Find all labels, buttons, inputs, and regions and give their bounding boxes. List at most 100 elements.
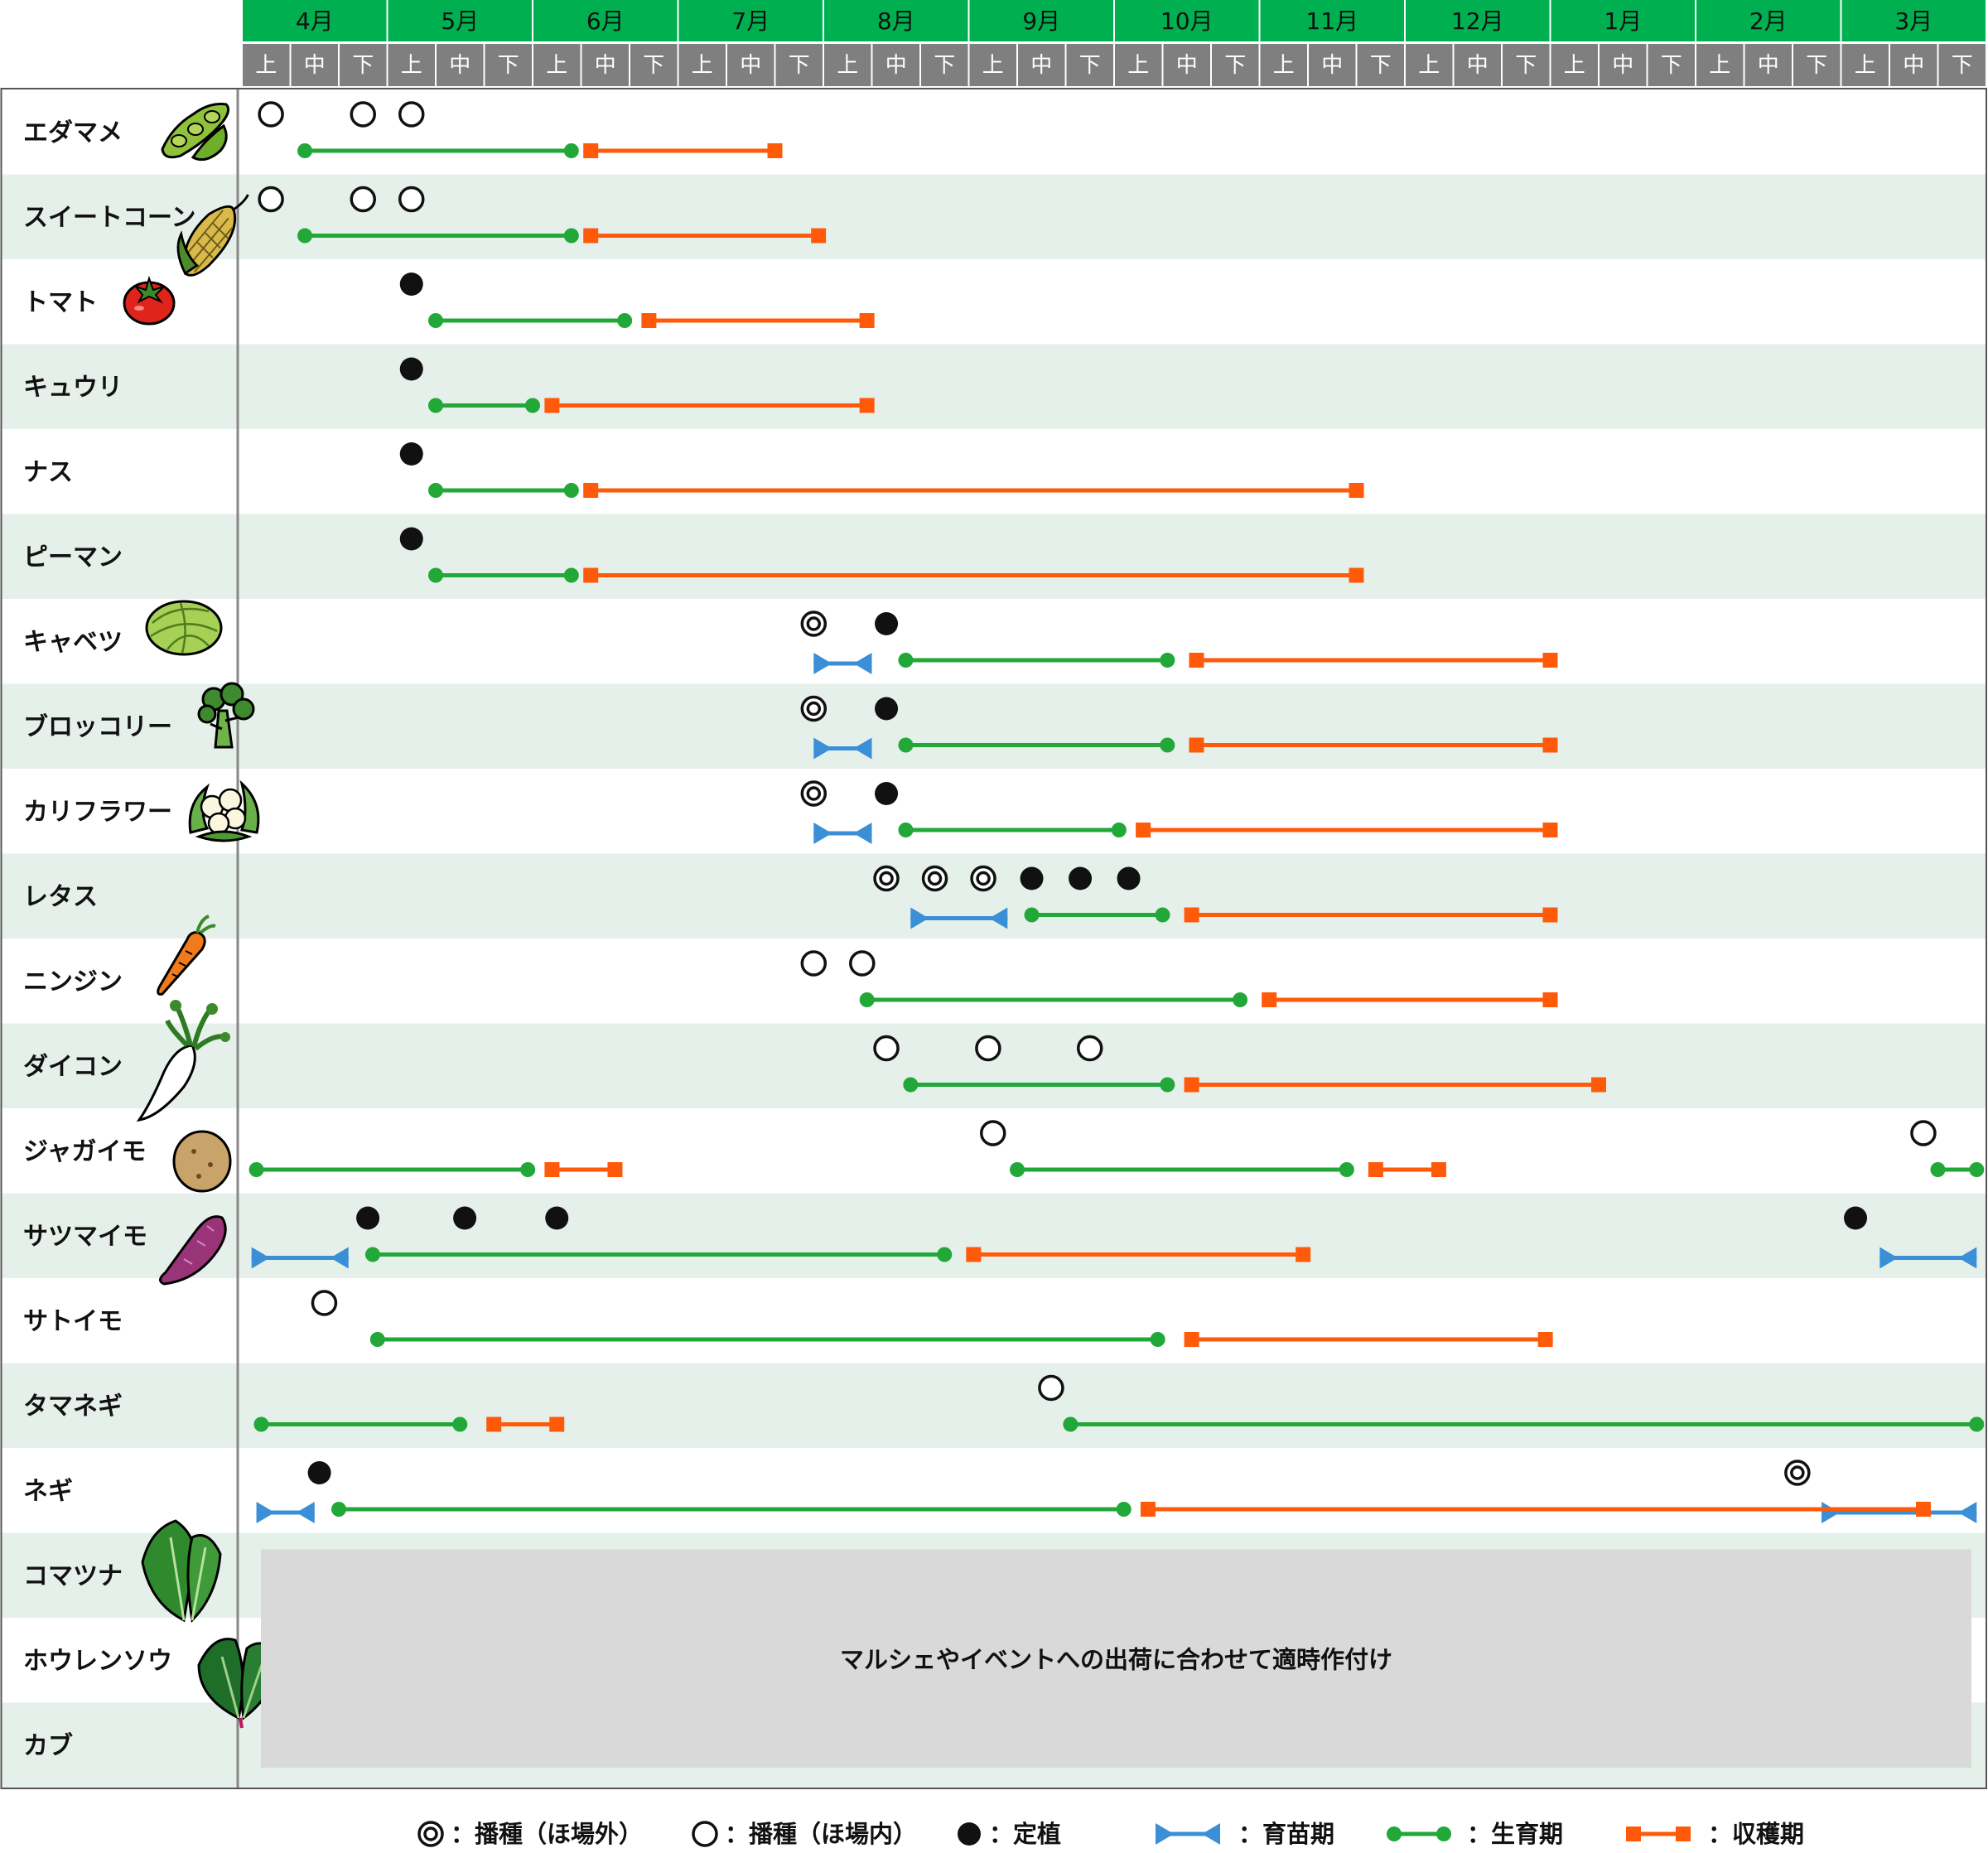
note-panel — [261, 1549, 1971, 1768]
row-background — [2, 599, 1986, 684]
crop-label: ナス — [23, 458, 73, 487]
subperiod-label: 中 — [740, 53, 761, 78]
sowing-field-marker — [311, 1290, 338, 1316]
growth-period-bar-start-marker — [1063, 1416, 1078, 1432]
crop-row-marks — [399, 273, 875, 328]
sowing-field-marker — [1910, 1120, 1937, 1146]
growth-period-bar-end-marker — [1160, 653, 1175, 668]
harvest-period-bar-start-marker — [1368, 1162, 1383, 1177]
subperiod-label: 中 — [1030, 53, 1052, 78]
harvest-period-bar-end-marker — [1542, 737, 1558, 753]
harvest-period-bar — [544, 398, 875, 413]
harvest-period-bar-start-marker — [583, 483, 599, 498]
legend-harvest-icon-start-marker — [1626, 1826, 1641, 1841]
harvest-period-bar — [1189, 653, 1558, 668]
subperiod-label: 下 — [352, 53, 374, 78]
subperiod-label: 下 — [1806, 53, 1827, 78]
nursery-period-bar-start-marker — [910, 907, 929, 929]
crop-label: キャベツ — [23, 628, 123, 657]
planting-marker — [1069, 866, 1093, 890]
sowing-field-marker — [350, 186, 376, 213]
subperiod-label: 下 — [498, 53, 519, 78]
sowing-field-marker — [849, 950, 876, 977]
harvest-period-bar-end-marker — [1431, 1162, 1446, 1177]
month-label: 5月 — [441, 7, 479, 35]
growth-period-bar — [428, 313, 633, 328]
growth-period-bar — [1010, 1162, 1354, 1177]
growth-period-bar-end-marker — [563, 483, 579, 498]
crop-label: ニンジン — [23, 968, 123, 996]
growth-period-bar-start-marker — [331, 1502, 346, 1517]
subperiod-header-cell — [1454, 44, 1501, 86]
harvest-period-bar-start-marker — [1184, 907, 1199, 923]
growth-period-bar-start-marker — [898, 823, 914, 837]
nursery-period-bar-start-marker — [813, 823, 832, 844]
harvest-period-bar — [544, 1162, 623, 1177]
month-label: 12月 — [1451, 7, 1504, 35]
subperiod-header-cell — [1357, 44, 1404, 86]
growth-period-bar — [1063, 1416, 1985, 1432]
harvest-period-bar — [583, 567, 1364, 583]
subperiod-header-cell — [1744, 44, 1792, 86]
crop-label: キュウリ — [23, 373, 123, 402]
subperiod-header-cell — [630, 44, 678, 86]
growth-period-bar-end-marker — [1969, 1416, 1985, 1432]
crop-row-marks — [258, 101, 783, 158]
harvest-period-bar-start-marker — [1140, 1502, 1156, 1517]
legend-growth-icon — [1387, 1826, 1451, 1841]
growth-period-bar-start-marker — [428, 398, 443, 413]
sowing-field-marker — [1038, 1374, 1064, 1402]
subperiod-header-cell — [775, 44, 823, 86]
month-header-cell — [1551, 0, 1695, 41]
crop-row-marks — [248, 1120, 1985, 1177]
growth-period-bar-end-marker — [563, 567, 579, 583]
subperiod-label: 下 — [789, 53, 810, 78]
month-label: 9月 — [1022, 7, 1060, 35]
sowing-field-marker — [398, 101, 425, 128]
note-text: マルシェやイベントへの出荷に合わせて適時作付け — [840, 1645, 1392, 1673]
growth-period-bar-end-marker — [1155, 907, 1170, 923]
harvest-period-bar-end-marker — [1349, 483, 1364, 498]
crop-row-marks — [800, 695, 1558, 760]
subperiod-header-cell — [921, 44, 968, 86]
legend-growth-icon-start-marker — [1387, 1826, 1402, 1841]
nursery-period-bar-end-marker — [853, 653, 872, 674]
growth-period-bar-start-marker — [369, 1332, 385, 1347]
harvest-period-bar-end-marker — [1349, 567, 1364, 583]
growth-period-bar-end-marker — [520, 1162, 536, 1177]
sowing-field-marker — [350, 101, 376, 128]
harvest-period-bar-start-marker — [544, 1162, 560, 1177]
planting-marker — [399, 357, 423, 381]
growth-period-bar — [297, 228, 579, 244]
table-frame — [0, 88, 1987, 1789]
subperiod-header-cell — [824, 44, 871, 86]
month-label: 11月 — [1305, 7, 1358, 35]
subperiod-header-cell — [1260, 44, 1307, 86]
legend-label: ：定植 — [989, 1820, 1061, 1848]
subperiod-header-cell — [1163, 44, 1210, 86]
subperiod-header-cell — [1551, 44, 1598, 86]
harvest-period-bar — [583, 228, 827, 244]
subperiod-label: 上 — [982, 53, 1004, 78]
growth-period-bar — [859, 992, 1248, 1007]
subperiod-label: 下 — [1661, 53, 1682, 78]
subperiod-header-cell — [1841, 44, 1889, 86]
nursery-period-bar — [813, 653, 872, 674]
legend-label: ：播種（ほ場内） — [725, 1820, 917, 1848]
growth-period-bar-start-marker — [903, 1077, 919, 1093]
subperiod-label: 下 — [1515, 53, 1537, 78]
subperiod-header-cell — [533, 44, 581, 86]
subperiod-label: 上 — [692, 53, 713, 78]
nursery-period-bar-end-marker — [853, 823, 872, 844]
month-header-cell — [1406, 0, 1550, 41]
crop-label: ピーマン — [23, 543, 123, 572]
subperiod-header-cell — [340, 44, 387, 86]
growth-period-bar-end-marker — [1160, 737, 1175, 753]
nursery-period-bar-start-marker — [251, 1247, 270, 1269]
row-background — [2, 939, 1986, 1024]
planting-marker — [399, 527, 423, 551]
crop-row-marks — [251, 1206, 1977, 1269]
legend-harvest-icon-end-marker — [1676, 1826, 1691, 1841]
crop-row-marks — [256, 1460, 1977, 1523]
growth-period-bar-start-marker — [898, 737, 914, 753]
